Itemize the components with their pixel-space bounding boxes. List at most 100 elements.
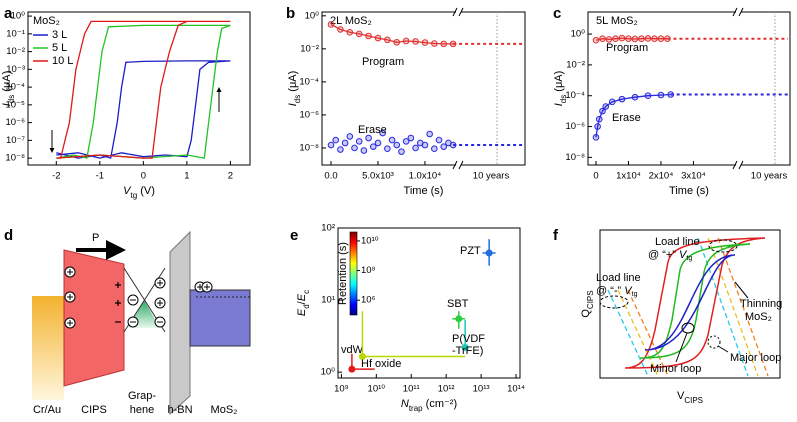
x-tick-label: 10¹⁴ xyxy=(507,384,525,395)
loop xyxy=(639,243,751,359)
y-tick-label: 10⁻⁴ xyxy=(565,90,585,101)
y-tick-label: 10⁰ xyxy=(571,29,586,40)
data-point xyxy=(440,40,448,48)
y-tick-label: 10⁰ xyxy=(321,367,336,378)
label-part: V xyxy=(123,185,132,197)
panel-label: a xyxy=(4,5,13,22)
data-point xyxy=(337,26,344,33)
data-point xyxy=(461,343,469,351)
annotation-part: V xyxy=(679,249,688,261)
x-tick-label: 3x10⁴ xyxy=(681,171,706,182)
data-point xyxy=(346,133,354,140)
data-point xyxy=(384,36,391,44)
panel-label: c xyxy=(553,5,561,22)
plot-frame xyxy=(587,11,791,166)
annotation: Thinning xyxy=(740,298,782,310)
point-label: Hf oxide xyxy=(361,358,401,370)
point-label: P(VDF xyxy=(452,333,485,345)
x-tick-label: -2 xyxy=(52,171,60,182)
series-label: Erase xyxy=(612,112,641,124)
data-point xyxy=(365,134,372,142)
annotation: @ “-” Vtg xyxy=(596,285,638,298)
data-point xyxy=(388,136,396,144)
minor-loop xyxy=(644,254,736,351)
plot-frame xyxy=(321,11,526,166)
layer-label: CIPS xyxy=(81,404,107,416)
series-line xyxy=(330,23,454,45)
data-point xyxy=(327,21,335,28)
label-part: I xyxy=(1,103,13,106)
x-axis-label: Vtg (V) xyxy=(123,185,155,200)
label-part: c xyxy=(302,290,311,294)
channel-band xyxy=(189,289,251,347)
plot-frame xyxy=(599,229,781,379)
label-part: d xyxy=(302,304,311,308)
annotation-part: tg xyxy=(686,255,692,262)
x-tick-label: 1.0x10⁴ xyxy=(409,171,442,182)
data-point xyxy=(612,35,619,43)
axis-break-mark xyxy=(452,160,458,170)
label-part: ds xyxy=(293,95,302,103)
legend-title: MoS₂ xyxy=(33,15,60,27)
data-point xyxy=(644,92,652,100)
data-point xyxy=(485,249,493,257)
x-tick-label: 0 xyxy=(141,171,146,182)
annotation: Load line xyxy=(655,236,700,248)
y-tick-label: 10⁻⁸ xyxy=(565,152,585,163)
annotation-part: tg xyxy=(632,291,638,298)
data-point xyxy=(426,130,433,138)
annotation: Major loop xyxy=(730,352,781,364)
data-point xyxy=(348,365,356,373)
layer-label: hene xyxy=(130,404,154,416)
y-tick-label: 10¹ xyxy=(321,295,335,306)
data-point xyxy=(407,134,415,142)
data-point xyxy=(592,134,600,141)
label-part: trap xyxy=(409,404,423,413)
data-point xyxy=(599,107,606,115)
label-part: (V) xyxy=(137,185,155,197)
y-axis-label: Ids (μA) xyxy=(1,71,16,107)
label-part: (μA) xyxy=(553,71,565,95)
point-label: PZT xyxy=(460,245,481,257)
data-point xyxy=(657,35,665,43)
data-point xyxy=(638,35,645,43)
y-tick-label: 10² xyxy=(321,223,335,234)
legend-label: 3 L xyxy=(52,29,67,41)
panel-d: d P Cr/Au CIPS Grap- hene h-BN MoS₂ xyxy=(4,227,251,416)
data-point xyxy=(421,141,429,149)
colorbar xyxy=(349,231,358,316)
label-part: I xyxy=(287,103,299,106)
label-part: (cm⁻²) xyxy=(423,398,458,410)
axis-break-mark xyxy=(732,160,738,170)
series-label: Program xyxy=(362,56,404,68)
data-point xyxy=(374,139,382,147)
y-tick-label: 10⁻⁷ xyxy=(6,135,26,146)
x-tick-label: 10 years xyxy=(473,171,510,182)
y-tick-label: 10⁻⁸ xyxy=(299,142,319,153)
y-tick-label: 10⁻⁵ xyxy=(5,99,25,110)
data-point xyxy=(412,144,419,152)
x-axis-label: Ntrap (cm⁻²) xyxy=(401,398,457,413)
y-axis-label: Ed/Ec xyxy=(296,290,311,316)
y-axis-label: Ids (μA) xyxy=(553,71,568,107)
x-tick-label: 5.0x10³ xyxy=(362,171,394,182)
colorbar-tick-label: 10¹⁰ xyxy=(361,235,379,246)
label-part: tg xyxy=(130,191,137,200)
x-tick-label: 10 years xyxy=(751,171,788,182)
point-label: SBT xyxy=(447,298,469,310)
layer-label: h-BN xyxy=(167,404,192,416)
x-tick-label: 10¹¹ xyxy=(403,384,420,395)
y-tick-label: 10⁻³ xyxy=(6,64,25,75)
axis-break-mark xyxy=(732,7,738,17)
x-tick-label: 0.0 xyxy=(324,171,337,182)
marker-ellipse xyxy=(599,295,629,309)
data-point xyxy=(341,139,349,147)
annotation: MoS₂ xyxy=(745,311,772,323)
marker-circle xyxy=(707,335,721,349)
label-part: E xyxy=(296,293,308,301)
data-point xyxy=(618,95,626,103)
data-point xyxy=(393,141,401,149)
data-point xyxy=(657,91,665,99)
data-point xyxy=(605,36,613,43)
